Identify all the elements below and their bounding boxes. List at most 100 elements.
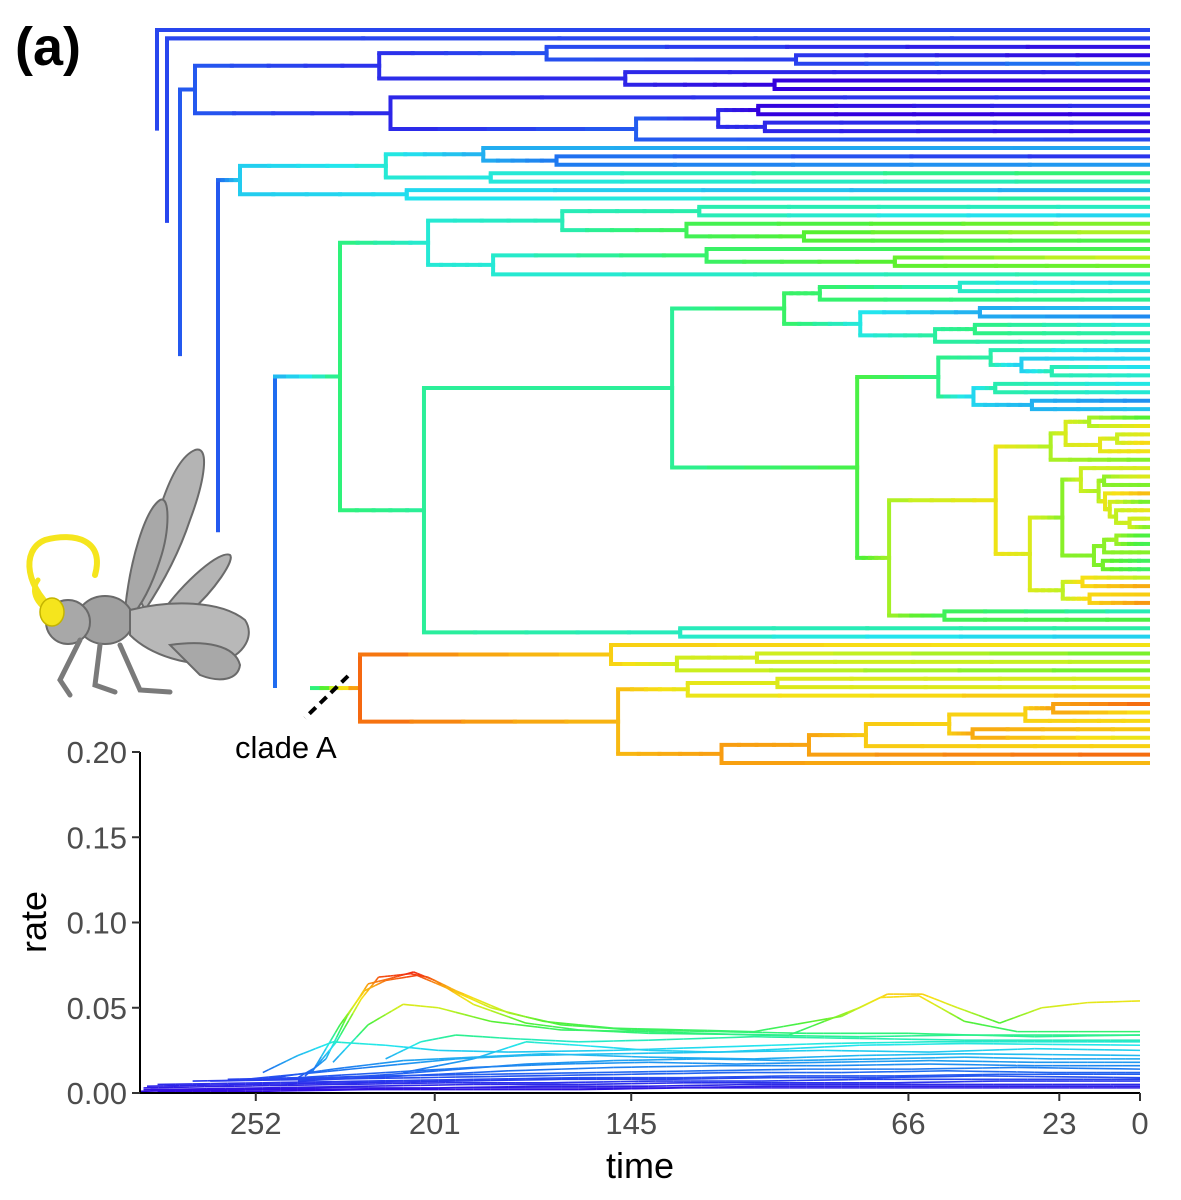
rate-line-segment	[613, 1055, 632, 1058]
rate-line-segment	[411, 1047, 421, 1050]
rate-line-segment	[835, 1011, 848, 1018]
rate-line-segment	[309, 1070, 322, 1074]
x-axis-title: time	[606, 1145, 674, 1186]
rate-line-segment	[300, 1073, 305, 1077]
rate-line-segment	[274, 1063, 281, 1068]
rate-line-segment	[321, 1068, 334, 1072]
rate-line-segment	[999, 1048, 1018, 1051]
rate-line-segment	[499, 1012, 509, 1018]
rate-line-segment	[359, 1042, 369, 1045]
rate-line-segment	[613, 1027, 638, 1030]
rate-line-segment	[619, 1028, 632, 1031]
rate-line-segment	[403, 1046, 413, 1049]
rate-line-segment	[390, 977, 397, 981]
rate-line-segment	[449, 1056, 462, 1060]
rate-line-segment	[982, 1049, 1000, 1052]
rate-line-segment	[396, 1049, 404, 1054]
rate-line-segment	[957, 1006, 965, 1012]
rate-line-segment	[971, 1012, 979, 1017]
rate-line-segment	[601, 1026, 614, 1030]
rate-line-segment	[502, 1022, 515, 1026]
rate-line-segment	[578, 1024, 591, 1027]
rate-line-segment	[599, 1059, 614, 1062]
rate-line-segment	[882, 993, 888, 998]
rate-line-segment	[416, 974, 423, 979]
rate-line-segment	[368, 1043, 377, 1046]
rate-line-segment	[1072, 1002, 1080, 1006]
rate-line-segment	[560, 1026, 570, 1030]
rate-line-segment	[951, 1004, 958, 1009]
rate-line-segment	[625, 1047, 638, 1051]
rate-line-segment	[400, 1070, 415, 1073]
rate-line-segment	[508, 1016, 518, 1021]
rate-line-segment	[566, 1022, 579, 1026]
rate-line-segment	[460, 995, 468, 1002]
rate-line-segment	[368, 1076, 386, 1079]
rate-line-segment	[414, 1067, 427, 1072]
rate-line-segment	[978, 1014, 986, 1019]
y-axis-title: rate	[13, 891, 54, 953]
rate-line-segment	[789, 1056, 807, 1059]
rate-line-segment	[534, 1018, 544, 1023]
rate-line-segment	[363, 983, 369, 990]
rate-line-segment	[561, 1053, 579, 1056]
rate-line-segment	[438, 1006, 448, 1011]
rate-line-segment	[321, 1054, 327, 1060]
rate-line-segment	[341, 1041, 351, 1044]
rate-line-segment	[990, 1025, 1000, 1029]
rate-line-segment	[363, 991, 368, 997]
rate-line-segment	[385, 978, 392, 982]
rate-line-segment	[730, 1030, 755, 1033]
rate-line-segment	[414, 1069, 430, 1072]
rate-line-segment	[291, 1054, 299, 1060]
y-tick-label: 0.05	[67, 991, 127, 1026]
rate-line-segment	[490, 1004, 500, 1010]
rate-line-segment	[325, 1051, 331, 1060]
rate-line-segment	[797, 1020, 813, 1025]
rate-line-segment	[364, 988, 369, 992]
rate-line-segment	[835, 1045, 848, 1048]
rate-line-segment	[718, 1036, 737, 1039]
rate-line-segment	[420, 1060, 433, 1064]
rate-line-segment	[613, 1049, 632, 1052]
rate-line-segment	[414, 1004, 421, 1007]
rate-line-segment	[473, 997, 483, 1003]
rate-line-segment	[403, 1071, 415, 1075]
rate-line-segment	[525, 1062, 541, 1065]
rate-line-segment	[508, 1054, 521, 1057]
rate-line-segment	[339, 1023, 345, 1031]
rate-line-segment	[339, 1027, 346, 1036]
rate-line-segment	[326, 1041, 334, 1045]
rate-line-segment	[303, 1050, 310, 1054]
rate-line-segment	[327, 1069, 339, 1073]
rate-line-segment	[315, 1076, 334, 1080]
rate-line-segment	[374, 980, 379, 983]
rate-line-segment	[367, 982, 372, 985]
rate-line-segment	[297, 1077, 316, 1080]
rate-line-segment	[666, 1038, 684, 1041]
rate-line-segment	[490, 1009, 500, 1015]
rate-line-segment	[453, 991, 461, 998]
rate-line-segment	[765, 1048, 778, 1051]
rate-line-segment	[455, 989, 465, 996]
rate-line-segment	[339, 1018, 345, 1026]
rate-line-segment	[964, 1009, 972, 1014]
rate-line-segment	[555, 1061, 570, 1064]
rate-line-segment	[768, 1025, 784, 1030]
x-tick-label: 66	[891, 1106, 925, 1141]
rate-line-segment	[368, 1075, 386, 1078]
rate-line-segment	[908, 1032, 930, 1035]
rate-line-segment	[460, 993, 469, 999]
rate-line-segment	[473, 1035, 483, 1038]
rate-line-segment	[648, 1038, 667, 1041]
rate-line-segment	[514, 1054, 527, 1057]
y-tick-label: 0.10	[67, 906, 127, 941]
rate-line-segment	[800, 1046, 813, 1049]
rate-line-segment	[280, 1060, 287, 1065]
rate-line-segment	[397, 1062, 410, 1066]
rate-line-segment	[502, 1055, 515, 1058]
rate-line-segment	[928, 995, 935, 1000]
rate-line-segment	[430, 978, 436, 982]
rate-line-segment	[414, 1041, 422, 1046]
rate-line-segment	[981, 1024, 992, 1028]
